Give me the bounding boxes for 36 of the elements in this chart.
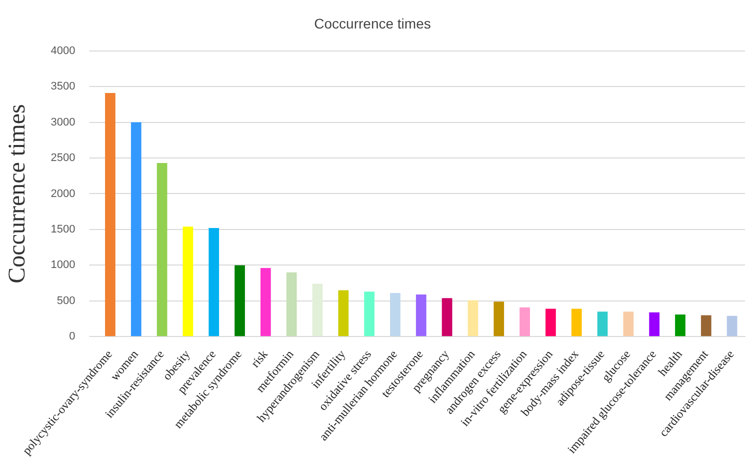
bar (675, 314, 686, 336)
bar (182, 226, 194, 336)
y-tick-label: 500 (56, 294, 76, 307)
bar (156, 163, 168, 336)
bar (700, 315, 712, 336)
bar (312, 284, 323, 336)
bar (286, 272, 297, 336)
bar (364, 292, 374, 336)
y-tick-label: 4000 (50, 44, 76, 57)
bar (260, 268, 271, 336)
bar (468, 300, 478, 336)
y-axis-title: Coccurrence times (4, 104, 31, 284)
bar (338, 290, 349, 336)
bar (130, 122, 142, 336)
bar (390, 293, 400, 336)
bar (571, 308, 582, 336)
y-tick-label: 3000 (50, 116, 76, 128)
bar (520, 307, 530, 336)
bar (597, 312, 608, 336)
bar (649, 312, 660, 336)
bar (208, 228, 220, 336)
bar (234, 265, 245, 336)
bar (726, 316, 738, 336)
bar (442, 298, 452, 336)
chart-title: Coccurrence times (314, 15, 431, 32)
y-tick-label: 3500 (50, 80, 76, 93)
y-tick-label: 0 (69, 330, 76, 343)
bar (105, 92, 116, 336)
bar (546, 308, 556, 336)
y-tick-label: 1000 (50, 259, 76, 272)
y-tick-label: 2500 (50, 152, 76, 164)
y-tick-label: 1500 (50, 223, 76, 236)
bar (494, 302, 504, 336)
y-tick-label: 2000 (50, 188, 76, 200)
bar (416, 294, 426, 336)
bar (623, 312, 634, 336)
